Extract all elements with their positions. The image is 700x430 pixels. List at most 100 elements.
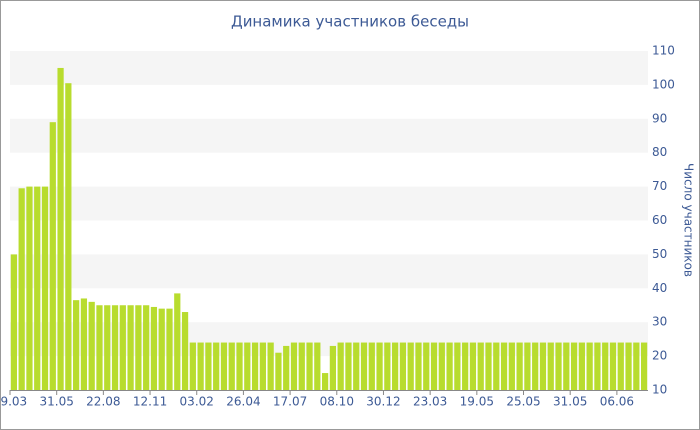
bar — [18, 188, 25, 390]
bar — [119, 305, 126, 390]
bar — [298, 342, 305, 390]
bar — [485, 342, 492, 390]
x-tick-label: 22.08 — [86, 395, 120, 409]
bar — [65, 83, 72, 390]
bar — [88, 301, 95, 390]
y-tick-label: 20 — [652, 349, 667, 363]
bar — [80, 298, 88, 390]
bar — [415, 342, 422, 390]
x-tick-label: 30.12 — [366, 395, 400, 409]
bar — [586, 342, 593, 390]
bar — [290, 342, 298, 390]
y-tick-label: 30 — [652, 315, 667, 329]
bar — [111, 305, 119, 390]
bar — [532, 342, 539, 390]
bar — [454, 342, 461, 390]
grid-band — [10, 186, 648, 221]
bar — [337, 342, 344, 390]
bar — [96, 305, 103, 390]
x-tick-label: 06.06 — [600, 395, 634, 409]
bar — [57, 67, 64, 390]
bar — [524, 342, 531, 390]
bar — [158, 308, 165, 390]
bar — [267, 342, 274, 390]
bar — [508, 342, 515, 390]
bar — [174, 293, 181, 390]
chart-title: Динамика участников беседы — [231, 13, 469, 31]
bar — [469, 342, 477, 390]
bar — [563, 342, 570, 390]
bar — [407, 342, 414, 390]
bar — [143, 305, 150, 390]
y-tick-label: 70 — [652, 179, 667, 193]
grid-band — [10, 254, 648, 289]
x-tick-label: 31.05 — [40, 395, 74, 409]
bar — [392, 342, 399, 390]
x-tick-label: 03.02 — [180, 395, 214, 409]
bar — [633, 342, 640, 390]
bar — [314, 342, 321, 390]
bar — [446, 342, 453, 390]
bar — [500, 342, 508, 390]
bar — [34, 186, 41, 390]
bar — [376, 342, 383, 390]
grid-band — [10, 51, 648, 85]
bar — [220, 342, 228, 390]
y-tick-label: 40 — [652, 281, 667, 295]
bar — [594, 342, 601, 390]
bar — [236, 342, 243, 390]
x-tick-label: 25.05 — [506, 395, 540, 409]
bar — [462, 342, 469, 390]
bar — [135, 305, 142, 390]
bar — [181, 312, 189, 390]
bar — [329, 345, 337, 390]
x-tick-label: 26.04 — [226, 395, 260, 409]
bar — [423, 342, 430, 390]
y-tick-label: 110 — [652, 44, 675, 58]
bar — [547, 342, 554, 390]
x-tick-label: 08.10 — [320, 395, 354, 409]
x-tick-label: 23.03 — [413, 395, 447, 409]
bar — [570, 342, 578, 390]
bar — [150, 306, 158, 390]
bar — [368, 342, 375, 390]
bar — [10, 254, 18, 390]
bar — [197, 342, 204, 390]
bar — [617, 342, 624, 390]
bar — [104, 305, 111, 390]
y-tick-label: 10 — [652, 383, 667, 397]
bar — [259, 342, 266, 390]
bar — [321, 373, 329, 390]
bar — [73, 300, 80, 390]
bar — [41, 186, 49, 390]
bar — [283, 345, 290, 390]
bar — [306, 342, 313, 390]
bar — [399, 342, 407, 390]
bar — [275, 352, 282, 390]
x-tick-label: 17.07 — [273, 395, 307, 409]
bar — [360, 342, 368, 390]
x-tick-label: 31.05 — [553, 395, 587, 409]
bar — [228, 342, 235, 390]
y-tick-label: 60 — [652, 213, 667, 227]
y-tick-label: 50 — [652, 247, 667, 261]
bar — [384, 342, 391, 390]
bar — [477, 342, 484, 390]
bar — [438, 342, 445, 390]
bar — [166, 308, 173, 390]
y-tick-label: 100 — [652, 77, 675, 91]
bar — [609, 342, 617, 390]
x-tick-label: 12.11 — [133, 395, 167, 409]
bar — [602, 342, 609, 390]
bar — [516, 342, 523, 390]
y-axis-label: Число участников — [682, 163, 696, 277]
bar — [353, 342, 360, 390]
bar — [26, 186, 33, 390]
bar — [625, 342, 632, 390]
x-tick-label: 09.03 — [0, 395, 27, 409]
bar — [430, 342, 438, 390]
bar — [213, 342, 220, 390]
bar — [345, 342, 352, 390]
bar — [49, 122, 56, 390]
